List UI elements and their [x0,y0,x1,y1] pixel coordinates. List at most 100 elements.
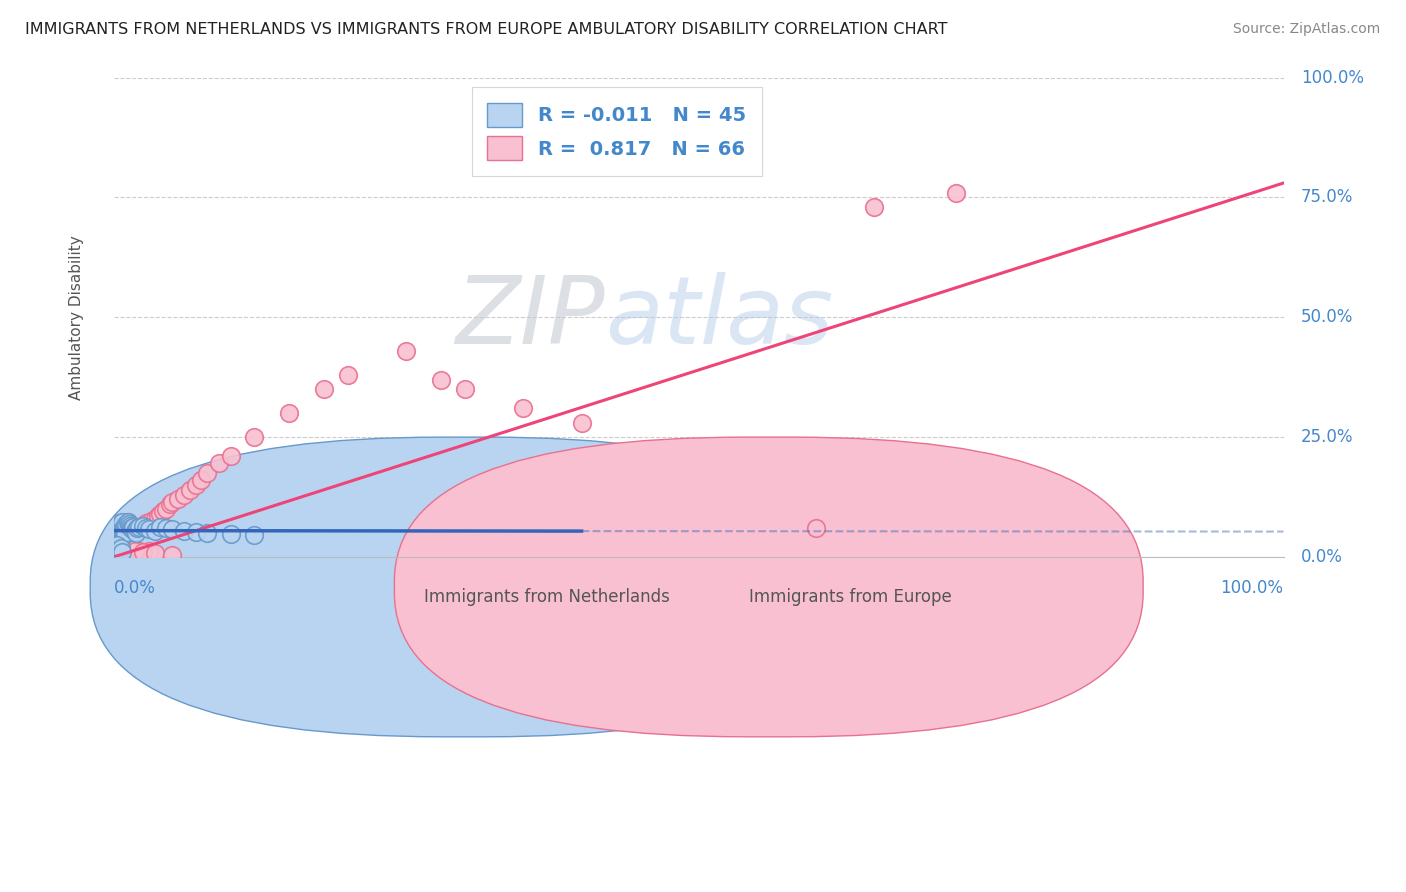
Point [945,186,967,200]
Point [138,517,160,532]
Point [208,457,231,471]
Point [122,520,145,534]
FancyBboxPatch shape [395,437,1143,737]
Point [104,541,127,555]
Point [111,540,134,554]
Point [117,541,139,556]
Text: Ambulatory Disability: Ambulatory Disability [69,235,84,400]
Point [114,541,136,555]
Point [117,516,139,530]
Point [173,524,195,538]
Point [107,542,129,557]
Point [138,522,160,536]
Point [155,521,177,535]
Point [804,521,827,535]
Point [108,535,131,549]
Point [125,521,148,535]
Text: Source: ZipAtlas.com: Source: ZipAtlas.com [1233,22,1381,37]
Point [132,518,155,533]
Text: 0.0%: 0.0% [1301,548,1343,566]
Point [111,520,134,534]
Point [143,524,166,538]
Point [118,517,141,532]
Point [111,524,134,539]
Point [114,526,136,541]
Point [195,466,218,480]
Point [125,521,148,535]
Point [107,526,129,541]
Point [104,531,127,545]
Point [105,528,128,542]
Point [110,541,132,556]
Point [128,520,150,534]
Point [135,516,157,531]
Point [115,517,138,532]
Point [143,546,166,560]
Point [114,518,136,533]
Point [108,524,131,538]
Point [278,406,301,420]
Point [179,483,201,497]
Point [184,524,207,539]
FancyBboxPatch shape [90,437,839,737]
Point [143,511,166,525]
Point [111,528,134,542]
Text: atlas: atlas [605,272,834,363]
Point [108,516,131,531]
Text: IMMIGRANTS FROM NETHERLANDS VS IMMIGRANTS FROM EUROPE AMBULATORY DISABILITY CORR: IMMIGRANTS FROM NETHERLANDS VS IMMIGRANT… [25,22,948,37]
Point [219,527,242,541]
Point [107,532,129,546]
Point [120,541,142,556]
Point [167,492,190,507]
Text: 25.0%: 25.0% [1301,428,1354,446]
Point [314,382,336,396]
Point [121,522,143,536]
Point [118,518,141,533]
Text: 75.0%: 75.0% [1301,188,1354,206]
Point [125,542,148,557]
Point [111,524,134,538]
Point [453,382,475,396]
Point [149,520,172,534]
Point [571,416,593,430]
Point [111,516,134,530]
Point [112,522,135,536]
Point [107,533,129,548]
Point [124,524,146,538]
Point [110,520,132,534]
Point [243,528,266,542]
Point [336,368,359,382]
Point [118,518,141,533]
Point [111,522,134,536]
Point [512,401,534,416]
Point [159,497,181,511]
Point [110,521,132,535]
Text: 100.0%: 100.0% [1220,579,1284,597]
Point [120,521,142,535]
Point [128,520,150,534]
Point [107,518,129,533]
Point [111,524,134,538]
Text: Immigrants from Netherlands: Immigrants from Netherlands [423,588,669,607]
Point [110,527,132,541]
Point [863,200,886,214]
Point [160,495,183,509]
Point [108,524,131,539]
Point [138,544,160,558]
Point [135,521,157,535]
Point [105,528,128,542]
Point [219,450,242,464]
Point [132,545,155,559]
Point [112,528,135,542]
Point [155,502,177,516]
Text: 50.0%: 50.0% [1301,309,1354,326]
Point [243,430,266,444]
Point [395,343,418,358]
Point [124,544,146,558]
Point [152,504,174,518]
Point [122,520,145,534]
Point [110,527,132,541]
Text: ZIP: ZIP [456,272,605,363]
Point [105,538,128,552]
Point [114,518,136,533]
